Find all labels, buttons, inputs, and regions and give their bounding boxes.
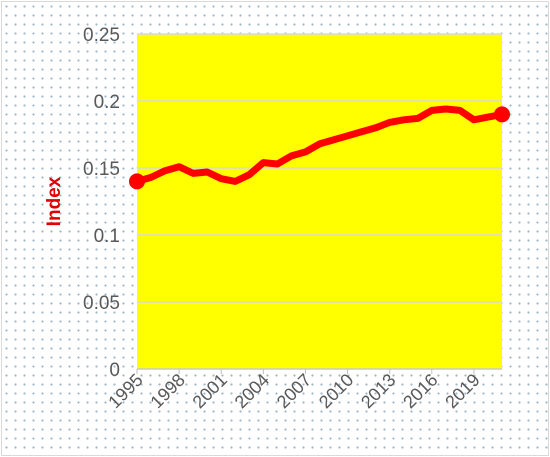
- x-tick-label: 2007: [273, 370, 315, 412]
- series-line: [133, 105, 506, 185]
- x-tick-label: 2019: [441, 370, 483, 412]
- y-tick-label: 0.15: [83, 159, 120, 180]
- plot-area: [137, 34, 502, 369]
- y-tick-label: 0.05: [83, 293, 120, 314]
- x-tick-label: 2016: [399, 370, 441, 412]
- y-axis-label: Index: [44, 176, 65, 226]
- endpoint-marker: [129, 173, 145, 190]
- y-tick-label: 0.25: [83, 25, 120, 46]
- endpoint-marker: [494, 106, 510, 123]
- x-tick-label: 1998: [146, 370, 188, 412]
- y-axis-ticks: 0 0.05 0.1 0.15 0.2 0.25: [83, 25, 120, 381]
- x-tick-label: 2013: [357, 370, 399, 412]
- y-tick-label: 0.1: [94, 226, 120, 247]
- x-tick-label: 2001: [189, 370, 231, 412]
- x-tick-label: 2010: [315, 370, 357, 412]
- gridlines: [137, 33, 502, 370]
- x-axis-ticks: 1995 1998 2001 2004 2007 2010 2013 2016 2019: [104, 368, 502, 412]
- series-layer: [129, 105, 510, 190]
- y-tick-label: 0: [109, 360, 120, 381]
- y-tick-label: 0.2: [94, 92, 120, 113]
- x-tick-label: 2004: [231, 370, 273, 412]
